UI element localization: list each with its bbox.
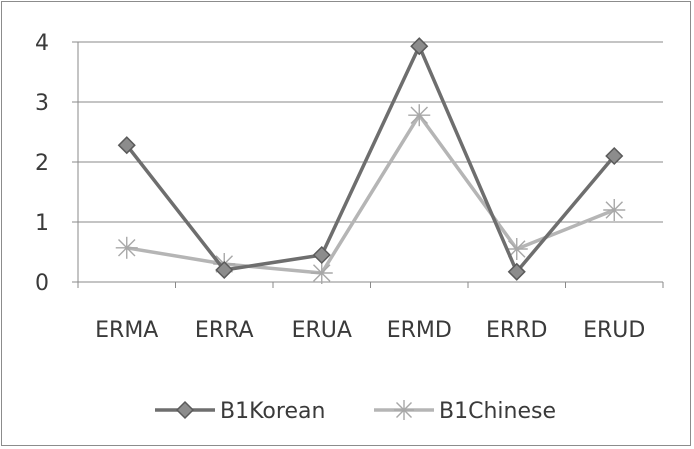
data-point-b1chinese-errd: [505, 238, 528, 260]
x-tick-label-ermd: ERMD: [387, 318, 452, 343]
data-point-b1korean-erua: [312, 245, 331, 265]
y-tick-label: 3: [35, 91, 49, 116]
x-tick-label-erra: ERRA: [195, 318, 254, 343]
legend-item-b1chinese: B1Chinese: [374, 399, 556, 424]
x-tick-label-errd: ERRD: [486, 318, 547, 343]
legend-label: B1Chinese: [439, 399, 556, 424]
data-point-b1chinese-ermd: [408, 104, 431, 127]
series-line-b1korean: [125, 44, 616, 274]
axes: 0 1 2 3 4 ERMA ERRA ERUA ERMD ERRD ERUD: [35, 31, 664, 343]
y-tick-label: 4: [35, 31, 49, 56]
y-tick-label: 2: [35, 151, 49, 176]
series-lines: [115, 37, 626, 284]
legend-marker-star: [394, 400, 414, 420]
data-point-b1korean-erud: [605, 146, 624, 166]
series-line-b1chinese: [126, 113, 615, 275]
x-tick-label-erud: ERUD: [583, 318, 645, 343]
x-tick-label-erma: ERMA: [95, 318, 158, 343]
data-point-b1chinese-erma: [115, 236, 138, 259]
data-point-b1korean-erma: [117, 136, 136, 155]
data-point-b1chinese-erua: [310, 262, 333, 284]
data-point-b1chinese-erud: [603, 199, 626, 221]
data-point-b1korean-errd: [507, 262, 526, 281]
data-point-b1korean-ermd: [410, 37, 429, 56]
legend-item-b1korean: B1Korean: [155, 399, 325, 424]
data-point-b1korean-erra: [215, 260, 234, 280]
x-tick-label-erua: ERUA: [292, 318, 352, 343]
grid-lines: [78, 41, 663, 223]
legend-label: B1Korean: [220, 399, 325, 424]
y-tick-label: 1: [35, 211, 49, 236]
y-tick-label: 0: [35, 271, 49, 296]
legend: B1Korean B1Chinese: [155, 399, 556, 424]
legend-marker-diamond: [175, 400, 195, 420]
